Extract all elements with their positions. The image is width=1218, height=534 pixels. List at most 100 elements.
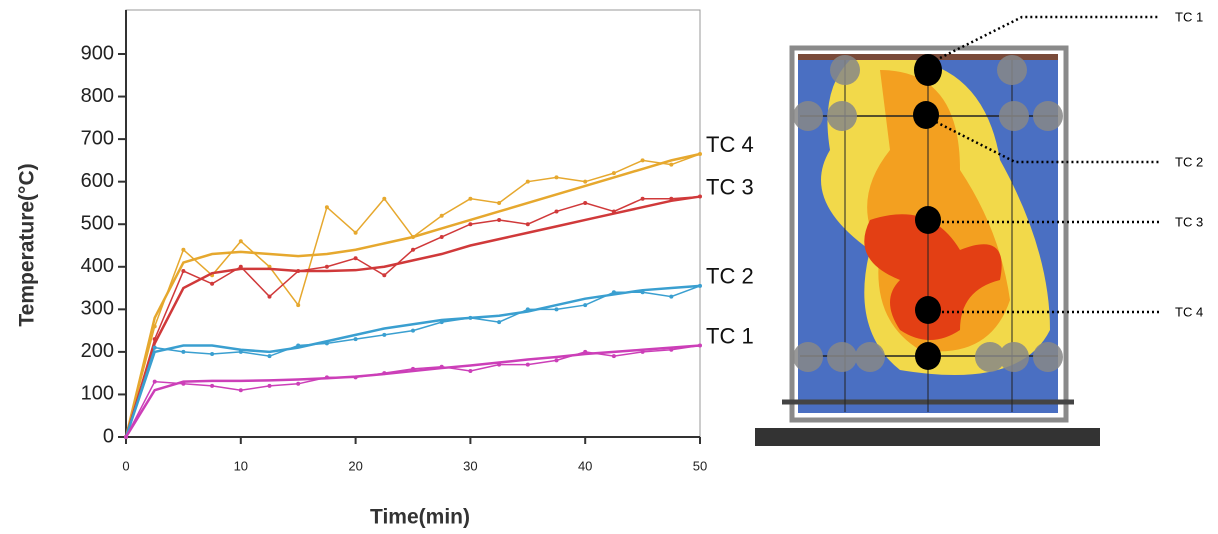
data-point (611, 171, 616, 176)
y-tick-label: 800 (81, 85, 114, 107)
data-point (411, 247, 415, 252)
data-point (669, 162, 674, 167)
data-point (296, 381, 301, 386)
data-point (611, 354, 616, 359)
data-point (181, 349, 186, 354)
data-point (353, 230, 358, 235)
data-point (152, 379, 157, 384)
data-point (382, 371, 387, 376)
data-point (525, 179, 530, 184)
x-tick-label: 40 (578, 458, 592, 473)
data-point (525, 362, 530, 367)
data-point (296, 269, 301, 274)
data-point (296, 303, 301, 308)
data-point (210, 352, 215, 357)
data-point (411, 366, 415, 371)
data-point (238, 264, 243, 269)
x-tick-label: 30 (463, 458, 477, 473)
data-point (698, 152, 702, 157)
data-point (267, 354, 272, 359)
column-frame (789, 45, 1069, 423)
data-point (324, 341, 329, 346)
data-point (468, 222, 473, 227)
data-point (324, 264, 329, 269)
data-point (382, 273, 387, 278)
data-point (382, 196, 387, 201)
y-tick-label: 0 (103, 425, 114, 447)
y-axis-title: Temperature(°C) (16, 163, 39, 326)
data-point (497, 362, 502, 367)
data-point (525, 307, 530, 312)
data-point (640, 196, 645, 201)
data-point (238, 239, 243, 244)
data-point (411, 234, 415, 239)
data-point (267, 383, 272, 388)
x-tick-label: 0 (122, 458, 129, 473)
y-tick-label: 700 (81, 127, 114, 149)
data-point (181, 381, 186, 386)
data-point (296, 343, 301, 348)
data-point (611, 290, 616, 295)
data-line (125, 344, 701, 438)
data-point (152, 337, 157, 342)
data-point (181, 247, 186, 252)
rebar-sections (793, 55, 1063, 372)
data-point (583, 179, 588, 184)
data-point (468, 196, 473, 201)
data-point (698, 283, 702, 288)
data-point (152, 345, 157, 350)
data-point (152, 324, 157, 329)
y-tick-label: 600 (81, 170, 114, 192)
column-diagram: TC 1 TC 2 TC 3 TC 4 (755, 9, 1203, 446)
data-point (324, 375, 329, 380)
data-line (125, 285, 701, 438)
series-label: TC 1 (706, 323, 754, 348)
data-point (439, 320, 444, 325)
data-point (583, 303, 588, 308)
leader-lines (935, 15, 1160, 314)
data-point (439, 213, 444, 218)
data-point (324, 205, 329, 210)
diagram-label: TC 3 (1175, 214, 1203, 229)
thermocouples (913, 54, 942, 370)
data-point (525, 222, 530, 227)
data-point (181, 269, 186, 274)
data-point (210, 281, 215, 286)
diagram-label: TC 2 (1175, 154, 1203, 169)
data-point (411, 328, 415, 333)
data-point (669, 196, 674, 201)
data-point (497, 320, 502, 325)
y-tick-label: 900 (81, 42, 114, 64)
data-point (554, 358, 559, 363)
data-point (669, 347, 674, 352)
data-point (497, 200, 502, 205)
x-tick-label: 20 (348, 458, 362, 473)
data-point (583, 349, 588, 354)
data-point (439, 364, 444, 369)
series-label: TC 2 (706, 264, 754, 289)
data-point (468, 315, 473, 320)
data-point (611, 209, 616, 214)
flame-core (864, 214, 1002, 340)
data-point (353, 256, 358, 261)
diagram-label: TC 1 (1175, 9, 1203, 24)
series-label: TC 4 (706, 132, 754, 157)
data-point (353, 337, 358, 342)
data-point (439, 234, 444, 239)
data-point (640, 349, 645, 354)
series-label: TC 3 (706, 174, 754, 199)
data-point (554, 175, 559, 180)
data-point (497, 217, 502, 222)
base-slab (755, 428, 1100, 446)
data-point (238, 388, 243, 393)
data-point (382, 332, 387, 337)
y-tick-label: 400 (81, 255, 114, 277)
data-point (210, 383, 215, 388)
diagram-label: TC 4 (1175, 304, 1203, 319)
y-tick-label: 300 (81, 298, 114, 320)
data-point (554, 307, 559, 312)
data-line (125, 195, 701, 438)
data-point (698, 194, 702, 199)
plot-frame (125, 9, 701, 438)
